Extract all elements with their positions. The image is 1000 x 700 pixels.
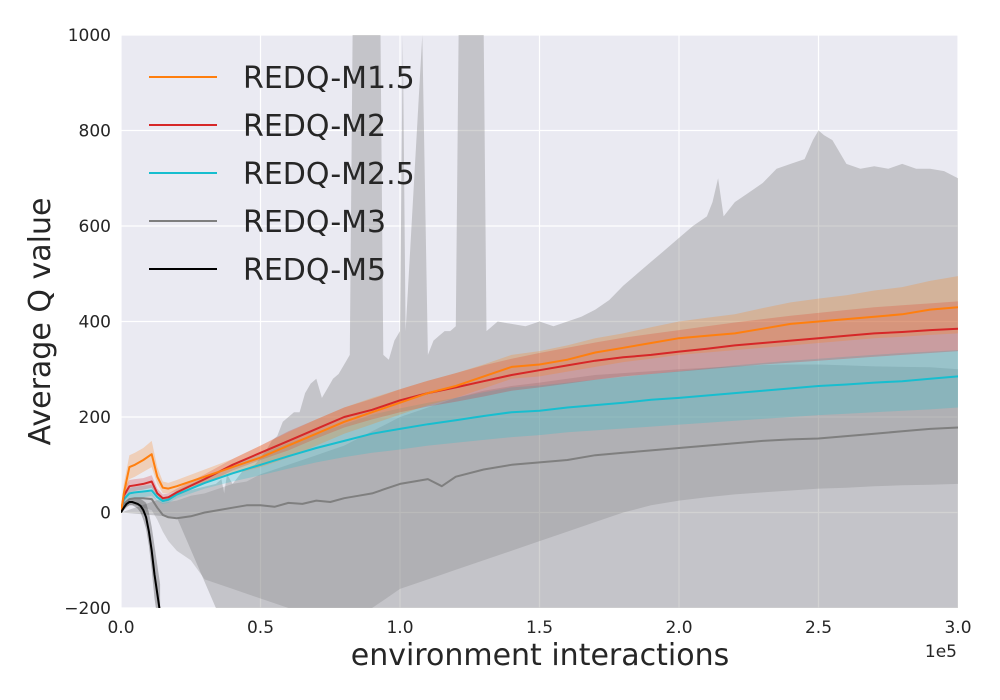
x-tick-label: 2.0 (665, 618, 692, 638)
y-tick-labels: −200 0 200 400 600 800 1000 (64, 26, 111, 619)
series-line (121, 375, 958, 513)
x-tick-label: 0.5 (247, 618, 274, 638)
series-line (121, 426, 958, 520)
series-lines (121, 306, 958, 608)
legend-label: REDQ-M5 (243, 253, 386, 288)
legend-label: REDQ-M2.5 (243, 157, 415, 192)
y-tick-label: 800 (79, 122, 111, 142)
y-tick-label: 200 (79, 408, 111, 428)
x-tick-label: 1.5 (526, 618, 553, 638)
series-band (121, 364, 958, 608)
series-band (121, 498, 161, 608)
legend-label: REDQ-M3 (243, 205, 386, 240)
y-tick-label: 0 (100, 504, 111, 524)
legend-label: REDQ-M2 (243, 109, 386, 144)
series-band (121, 301, 958, 513)
legend-label: REDQ-M1.5 (243, 61, 415, 96)
y-tick-label: 400 (79, 313, 111, 333)
x-tick-label: 0.0 (107, 618, 134, 638)
x-axis-label: environment interactions (351, 638, 729, 673)
series-band-spike (121, 35, 958, 608)
x-tick-labels: 0.0 0.5 1.0 1.5 2.0 2.5 3.0 (107, 618, 971, 638)
series-band (121, 276, 958, 513)
y-axis-label: Average Q value (23, 198, 58, 446)
series-band (121, 350, 958, 513)
y-tick-label: 1000 (68, 26, 111, 46)
x-tick-label: 1.0 (386, 618, 413, 638)
confidence-bands (121, 35, 958, 608)
x-tick-label: 3.0 (944, 618, 971, 638)
legend: REDQ-M1.5 REDQ-M2 REDQ-M2.5 REDQ-M3 REDQ-M5 (149, 61, 415, 288)
x-tick-label: 2.5 (805, 618, 832, 638)
series-line (121, 501, 161, 608)
series-line (121, 306, 958, 513)
x-axis-offset-label: 1e5 (925, 642, 957, 662)
y-tick-label: 600 (79, 217, 111, 237)
y-tick-label: −200 (64, 599, 111, 619)
